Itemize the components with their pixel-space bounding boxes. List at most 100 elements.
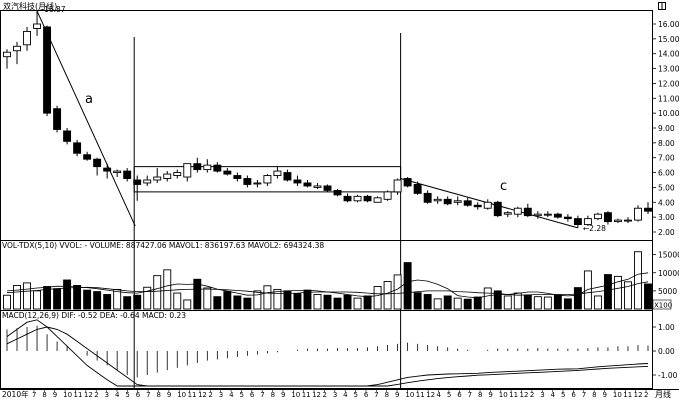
price-annotations: 16.87 ←2.28 a c	[37, 5, 606, 233]
candle-body	[163, 173, 172, 179]
x-tick-label: 8	[592, 391, 596, 399]
volume-bar	[103, 294, 112, 310]
x-tick-label: 12	[198, 391, 207, 399]
x-tick-label: 10	[291, 391, 300, 399]
volume-bar	[133, 294, 142, 310]
price-tick-label: 9.00	[658, 124, 675, 133]
x-tick-label: 10	[499, 391, 508, 399]
x-tick-label: 2	[208, 391, 212, 399]
candle-body	[443, 198, 452, 205]
volume-bar	[183, 299, 192, 310]
candle-body	[553, 213, 562, 218]
volume-bar	[243, 297, 252, 310]
x-tick-label: 12	[520, 391, 529, 399]
label-a: a	[85, 92, 93, 107]
candle-body	[253, 182, 262, 185]
candle-body	[83, 154, 92, 160]
volume-bar	[333, 297, 342, 310]
candle-body	[423, 192, 432, 203]
price-tick-label: 10.00	[658, 109, 679, 118]
volume-unit-box	[652, 299, 672, 310]
x-tick-label: 8	[271, 391, 275, 399]
candle-body	[353, 195, 362, 202]
candle-body	[543, 213, 552, 216]
candle-body	[73, 142, 82, 154]
price-tick-label: 4.00	[658, 198, 675, 207]
candle-body	[283, 172, 292, 181]
candle-body	[33, 23, 42, 29]
x-tick-label: 5	[561, 391, 565, 399]
volume-bar	[483, 287, 492, 310]
chart-title: 双汽科技(月线)	[3, 1, 57, 11]
volume-bar	[273, 288, 282, 310]
candle-body	[624, 219, 632, 222]
x-tick-label: 11	[623, 391, 632, 399]
candle-body	[263, 175, 272, 184]
x-tick-label: 3	[105, 391, 109, 399]
volume-bar	[563, 298, 572, 310]
x-tick-label: 11	[188, 391, 197, 399]
candle-body	[483, 201, 492, 209]
price-tick-label: 2.00	[658, 228, 675, 237]
macd-header: MACD(12,26,9) DIF: -0.52 DEA: -0.64 MACD…	[2, 311, 186, 320]
x-tick-label: 6	[364, 391, 369, 399]
price-tick-label: 14.00	[658, 50, 679, 59]
candle-body	[13, 45, 21, 52]
volume-bar	[634, 251, 642, 310]
volume-bar	[113, 288, 122, 310]
candle-body	[203, 164, 212, 171]
candle-body	[93, 158, 102, 168]
volume-bar	[13, 284, 21, 310]
x-tick-label: 8	[385, 391, 389, 399]
candle-body	[513, 207, 522, 215]
candle-body	[3, 51, 11, 58]
candle-body	[243, 178, 252, 185]
volume-bar	[383, 281, 392, 310]
volume-ma10-line	[6, 281, 649, 296]
x-tick-label: 7	[374, 391, 378, 399]
x-tick-label: 7	[260, 391, 264, 399]
x-tick-label: 4	[229, 391, 234, 399]
volume-bar	[543, 296, 552, 310]
candle-body	[333, 189, 342, 196]
macd-dea-line	[6, 326, 649, 387]
macd-tick-label: 0.00	[658, 347, 675, 356]
candle-body	[213, 164, 222, 172]
candle-body	[473, 204, 482, 208]
volume-bar	[163, 269, 172, 310]
volume-bar	[203, 287, 212, 310]
price-tick-label: 3.00	[658, 213, 675, 222]
x-tick-label: 6	[457, 391, 462, 399]
x-year-label: 2010年	[2, 389, 29, 399]
volume-bar	[73, 284, 82, 310]
x-tick-label: 5	[125, 391, 129, 399]
volume-bar	[423, 294, 432, 310]
x-tick-label: 10	[405, 391, 414, 399]
x-tick-label: 4	[437, 391, 442, 399]
x-tick-label: 2	[644, 391, 648, 399]
volume-bar	[573, 287, 582, 310]
x-tick-label: 3	[219, 391, 223, 399]
x-tick-label: 10	[177, 391, 186, 399]
candle-body	[433, 198, 442, 202]
volume-bar	[293, 293, 302, 310]
candle-body	[533, 213, 542, 217]
x-tick-label: 7	[468, 391, 472, 399]
candle-body	[463, 200, 472, 206]
price-tick-label: 8.00	[658, 139, 675, 148]
volume-bar	[583, 270, 592, 310]
volume-bar	[363, 295, 372, 310]
volume-bar	[463, 298, 472, 310]
x-tick-label: 9	[395, 391, 399, 399]
volume-tick-label: 10000	[658, 269, 679, 278]
candle-body	[603, 212, 612, 223]
candle-body	[143, 179, 152, 184]
x-tick-label: 4	[115, 391, 120, 399]
price-tick-label: 12.00	[658, 79, 679, 88]
candle-body	[173, 172, 182, 176]
candle-body	[113, 170, 122, 174]
volume-unit-label: X100	[654, 302, 672, 310]
x-tick-label: 12	[634, 391, 643, 399]
candle-body	[343, 195, 352, 202]
